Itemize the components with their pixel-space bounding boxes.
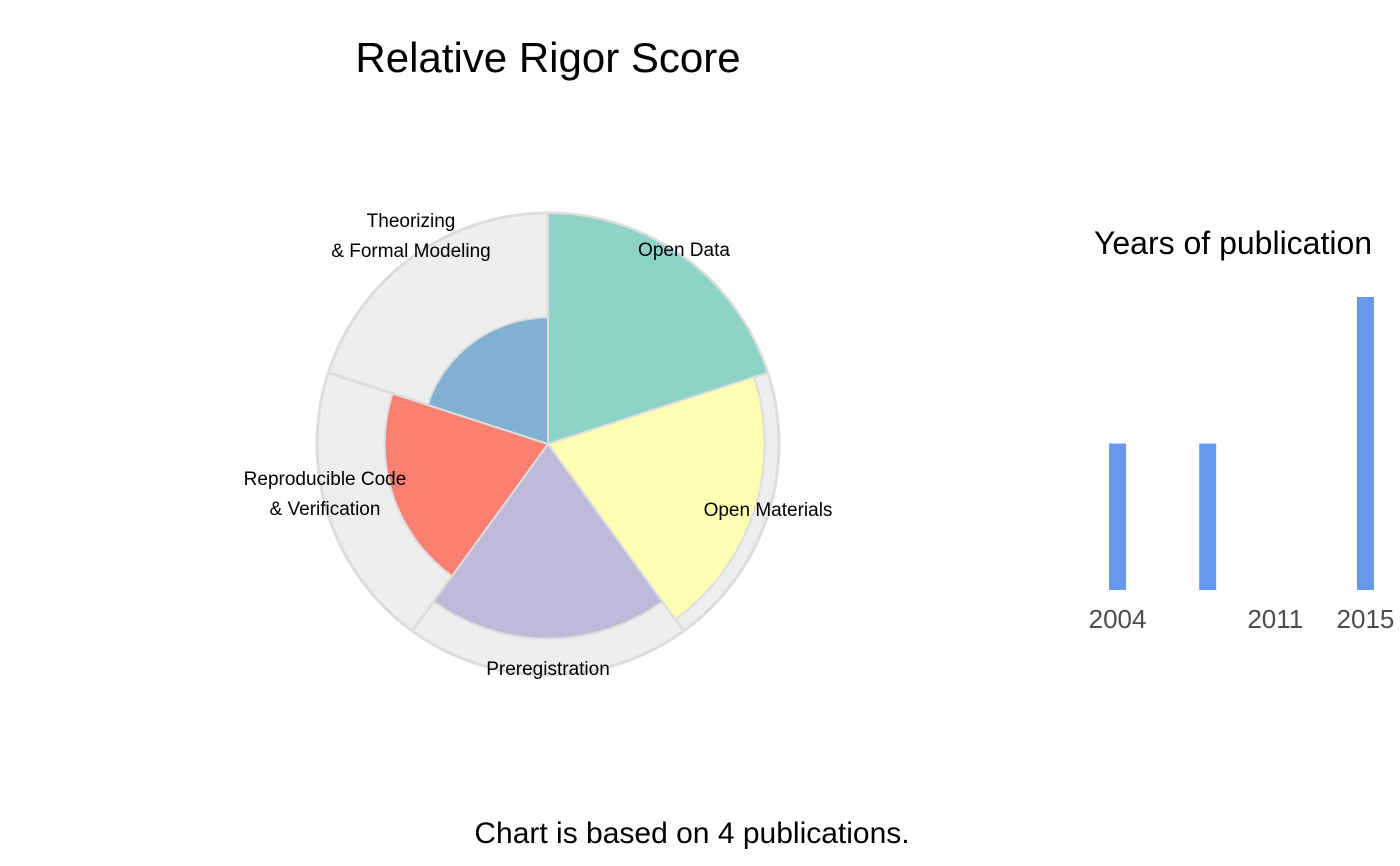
polar-category-label: Open Materials xyxy=(704,500,833,521)
year-bar xyxy=(1109,443,1127,590)
years-bar-chart: Years of publication 2004 2011 2015 xyxy=(1089,225,1395,634)
years-chart-title: Years of publication xyxy=(1094,225,1372,261)
year-tick-label: 2011 xyxy=(1247,604,1303,634)
polar-category-label: Reproducible Code xyxy=(244,469,407,490)
polar-category-label: Open Data xyxy=(638,240,730,261)
year-tick-label: 2004 xyxy=(1089,604,1147,634)
polar-slice xyxy=(546,375,766,621)
year-bar xyxy=(1199,443,1217,590)
polar-slice xyxy=(432,442,664,640)
polar-category-label: & Formal Modeling xyxy=(331,241,490,262)
polar-category-label: Theorizing xyxy=(367,211,456,232)
polar-category-label: Preregistration xyxy=(486,659,610,680)
polar-slice xyxy=(383,392,550,578)
polar-slice xyxy=(547,211,769,446)
polar-slice xyxy=(426,316,549,446)
footer-note: Chart is based on 4 publications. xyxy=(474,817,910,850)
year-tick-label: 2015 xyxy=(1337,604,1395,634)
polar-category-label: & Verification xyxy=(270,499,381,520)
year-bar xyxy=(1356,297,1374,590)
chart-title: Relative Rigor Score xyxy=(355,34,741,81)
rigor-polar-chart: Open Data Open Materials Preregistration Re… xyxy=(244,211,833,680)
